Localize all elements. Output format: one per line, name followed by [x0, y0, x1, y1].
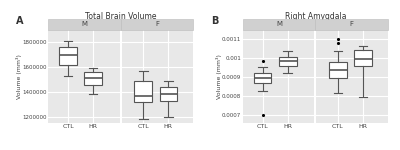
- PathPatch shape: [279, 57, 296, 66]
- PathPatch shape: [59, 47, 77, 65]
- Bar: [315, 19, 388, 30]
- Text: M: M: [276, 21, 282, 27]
- Bar: [48, 19, 121, 30]
- Text: F: F: [155, 21, 159, 27]
- Text: B: B: [211, 16, 218, 26]
- Text: A: A: [16, 16, 24, 26]
- Bar: [121, 19, 193, 30]
- Bar: [243, 19, 315, 30]
- PathPatch shape: [160, 87, 177, 101]
- Text: F: F: [350, 21, 354, 27]
- Title: Total Brain Volume: Total Brain Volume: [85, 12, 156, 21]
- PathPatch shape: [84, 72, 102, 85]
- Y-axis label: Volume (mm³): Volume (mm³): [216, 54, 222, 99]
- PathPatch shape: [254, 73, 272, 83]
- Y-axis label: Volume (mm³): Volume (mm³): [16, 54, 22, 99]
- Text: M: M: [81, 21, 87, 27]
- PathPatch shape: [354, 50, 372, 66]
- PathPatch shape: [329, 62, 347, 78]
- PathPatch shape: [134, 81, 152, 102]
- Title: Right Amygdala: Right Amygdala: [284, 12, 346, 21]
